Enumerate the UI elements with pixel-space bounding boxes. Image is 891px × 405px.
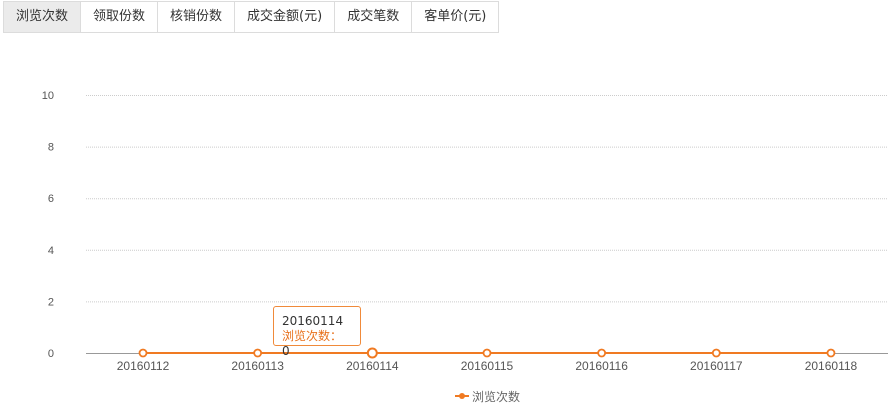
metric-tabs: 浏览次数 领取份数 核销份数 成交金额(元) 成交笔数 客单价(元) [3, 1, 500, 33]
x-tick-label: 20160114 [346, 359, 399, 373]
data-point [597, 348, 607, 358]
legend[interactable]: 浏览次数 [455, 389, 520, 404]
y-tick-label: 2 [48, 296, 54, 308]
data-point [253, 348, 263, 358]
x-tick-label: 20160112 [117, 359, 170, 373]
data-point [482, 348, 492, 358]
x-tick-label: 20160116 [575, 359, 628, 373]
tab-avg-price[interactable]: 客单价(元) [412, 2, 499, 32]
y-tick-label: 8 [48, 142, 54, 154]
legend-swatch-marker [459, 393, 465, 399]
x-tick-label: 20160115 [461, 359, 514, 373]
legend-label: 浏览次数 [472, 389, 520, 404]
chart-tooltip: 20160114 浏览次数： 0 [273, 306, 361, 358]
x-tick-label: 20160118 [805, 359, 858, 373]
series-views [138, 347, 836, 359]
y-tick-label: 6 [48, 193, 54, 205]
tab-views[interactable]: 浏览次数 [4, 2, 82, 32]
data-point [711, 348, 721, 358]
y-tick-label: 10 [42, 90, 54, 102]
y-tick-label: 0 [48, 348, 54, 360]
tooltip-date: 20160114 [282, 314, 344, 328]
y-tick-label: 4 [48, 245, 54, 257]
tooltip-series-label: 浏览次数： [282, 329, 343, 343]
data-point [138, 348, 148, 358]
x-tick-label: 20160117 [690, 359, 743, 373]
tab-redeemed[interactable]: 核销份数 [158, 2, 236, 32]
data-point [366, 347, 378, 359]
x-tick-label: 20160113 [231, 359, 284, 373]
grid-lines [86, 95, 888, 303]
data-point [826, 348, 836, 358]
tab-amount[interactable]: 成交金额(元) [235, 2, 336, 32]
tab-orders[interactable]: 成交笔数 [335, 2, 413, 32]
tab-claimed[interactable]: 领取份数 [81, 2, 159, 32]
y-tick-labels: 0 2 4 6 8 10 [42, 90, 54, 360]
tooltip-value: 0 [282, 344, 290, 358]
